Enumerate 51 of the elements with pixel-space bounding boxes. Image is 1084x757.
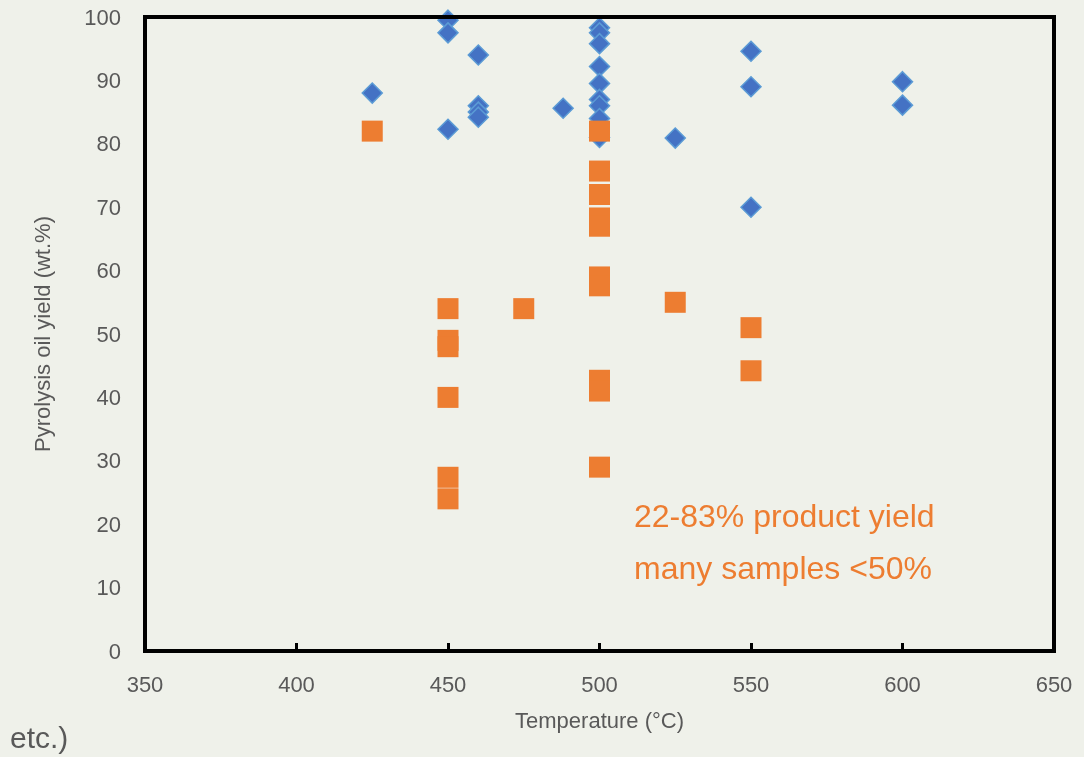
y-tick-label: 10 bbox=[96, 575, 121, 601]
x-tick-label: 450 bbox=[429, 671, 467, 697]
point bbox=[437, 336, 459, 358]
point bbox=[589, 184, 610, 206]
annotation: many samples <50% bbox=[634, 550, 932, 586]
point bbox=[589, 120, 610, 142]
x-tick-label: 500 bbox=[581, 671, 618, 697]
point bbox=[891, 70, 914, 93]
x-tick-label: 600 bbox=[884, 671, 921, 697]
y-tick-label: 90 bbox=[96, 67, 121, 93]
x-tick-label: 400 bbox=[278, 671, 315, 697]
point bbox=[740, 40, 762, 62]
y-tick-label: 50 bbox=[96, 321, 121, 347]
point bbox=[437, 466, 459, 488]
point bbox=[437, 298, 459, 320]
x-axis-title: Temperature (°C) bbox=[515, 707, 684, 733]
x-tick-label: 650 bbox=[1035, 671, 1073, 697]
x-tick-label: 350 bbox=[126, 671, 164, 697]
x-tick-label: 550 bbox=[732, 671, 770, 697]
y-tick-label: 20 bbox=[96, 511, 121, 537]
point bbox=[437, 488, 459, 510]
point bbox=[664, 127, 686, 149]
point bbox=[740, 75, 762, 98]
point bbox=[361, 82, 383, 104]
point bbox=[437, 22, 459, 44]
point bbox=[467, 106, 490, 128]
y-tick-label: 0 bbox=[108, 638, 121, 664]
point bbox=[740, 317, 762, 339]
y-tick-label: 100 bbox=[84, 4, 121, 30]
y-tick-label: 70 bbox=[96, 194, 121, 220]
point bbox=[467, 44, 490, 66]
point bbox=[891, 94, 914, 116]
y-tick-label: 60 bbox=[96, 258, 121, 284]
point bbox=[437, 386, 459, 408]
point bbox=[437, 118, 459, 140]
annotation: 22-83% product yield bbox=[634, 498, 935, 534]
point bbox=[588, 32, 611, 55]
y-tick-label: 40 bbox=[96, 384, 121, 410]
point bbox=[589, 160, 610, 182]
point bbox=[740, 196, 762, 218]
point bbox=[513, 298, 535, 320]
point bbox=[740, 360, 762, 382]
text: etc.) bbox=[10, 720, 69, 754]
point bbox=[589, 456, 610, 478]
point bbox=[664, 291, 686, 313]
y-tick-label: 30 bbox=[96, 448, 121, 474]
point bbox=[588, 55, 611, 78]
y-axis-title: Pyrolysis oil yield (wt.%) bbox=[29, 216, 55, 452]
point bbox=[552, 97, 574, 120]
y-tick-label: 80 bbox=[96, 131, 121, 157]
point bbox=[361, 120, 383, 142]
